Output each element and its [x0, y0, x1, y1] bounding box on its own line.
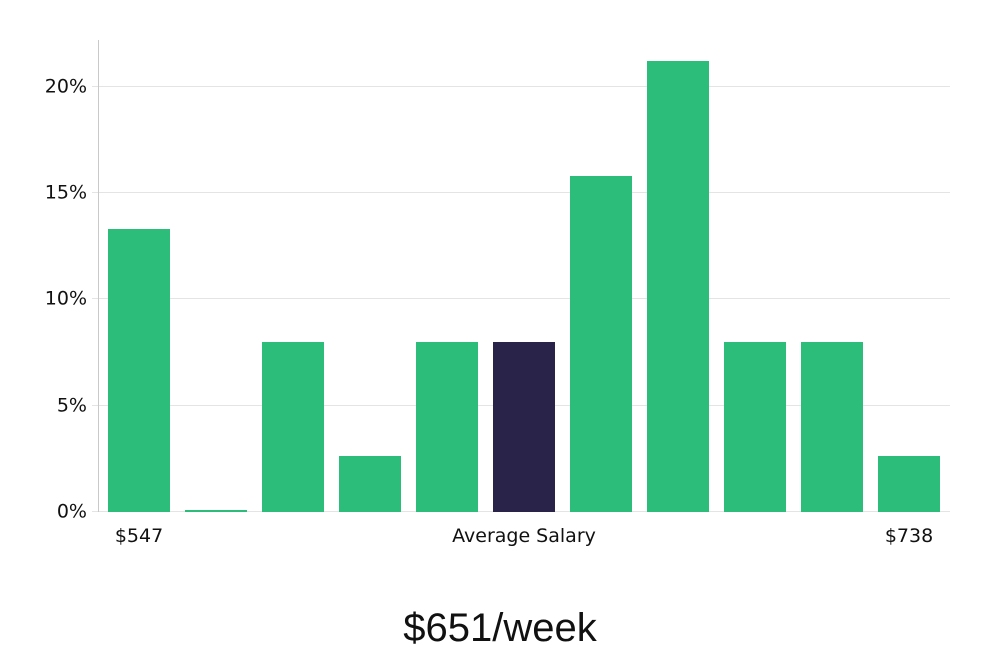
x-tick-label: $738 [884, 525, 934, 547]
bar-average-salary [493, 342, 555, 512]
y-tick-label: 0% [56, 500, 87, 523]
x-tick-label: Average Salary [452, 525, 596, 547]
bar [570, 176, 632, 512]
y-tick-label: 20% [44, 75, 87, 98]
bar [724, 342, 786, 512]
bar [647, 61, 709, 512]
x-tick-label: $547 [114, 525, 164, 547]
gridline [92, 298, 950, 299]
plot-area: 0% 5% 10% 15% 20% $547 Average Salary $738 [45, 40, 950, 547]
gridline [92, 192, 950, 193]
bar [339, 456, 401, 512]
bar [801, 342, 863, 512]
bar [185, 510, 247, 512]
bar [262, 342, 324, 512]
bar [108, 229, 170, 512]
y-tick-label: 5% [56, 394, 87, 417]
bar [878, 456, 940, 512]
y-axis-line [98, 40, 99, 512]
chart-title: $651/week [403, 606, 597, 650]
y-tick-label: 10% [44, 287, 87, 310]
bar [416, 342, 478, 512]
gridline [92, 86, 950, 87]
y-tick-label: 15% [44, 181, 87, 204]
